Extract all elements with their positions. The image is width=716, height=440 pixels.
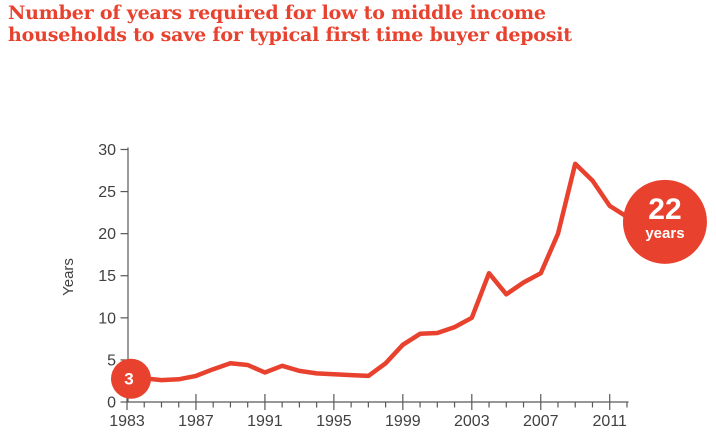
- chart-title: Number of years required for low to midd…: [8, 2, 572, 46]
- y-tick-label: 5: [107, 352, 116, 369]
- end-marker: [622, 179, 707, 264]
- data-line: [124, 161, 630, 383]
- x-tick-label: 1995: [316, 413, 352, 430]
- x-tick-label: 1991: [247, 413, 283, 430]
- y-tick-label: 15: [98, 268, 116, 285]
- start-marker-value: 3: [124, 370, 133, 389]
- y-tick-label: 30: [98, 142, 116, 159]
- y-axis-title: Years: [60, 258, 77, 296]
- start-marker: [111, 358, 151, 399]
- end-marker-value: 22: [648, 193, 681, 226]
- x-tick-label: 1999: [385, 413, 421, 430]
- x-tick-label: 1987: [178, 413, 214, 430]
- y-tick-label: 10: [98, 310, 116, 327]
- y-tick-label: 20: [98, 226, 116, 243]
- x-tick-label: 2007: [523, 413, 559, 430]
- end-marker-unit: years: [645, 225, 684, 242]
- x-tick-label: 2011: [593, 413, 628, 430]
- y-tick-label: 25: [98, 184, 116, 201]
- y-tick-label: 0: [107, 395, 116, 412]
- x-tick-label: 2003: [454, 413, 490, 430]
- x-tick-label: 1983: [109, 413, 145, 430]
